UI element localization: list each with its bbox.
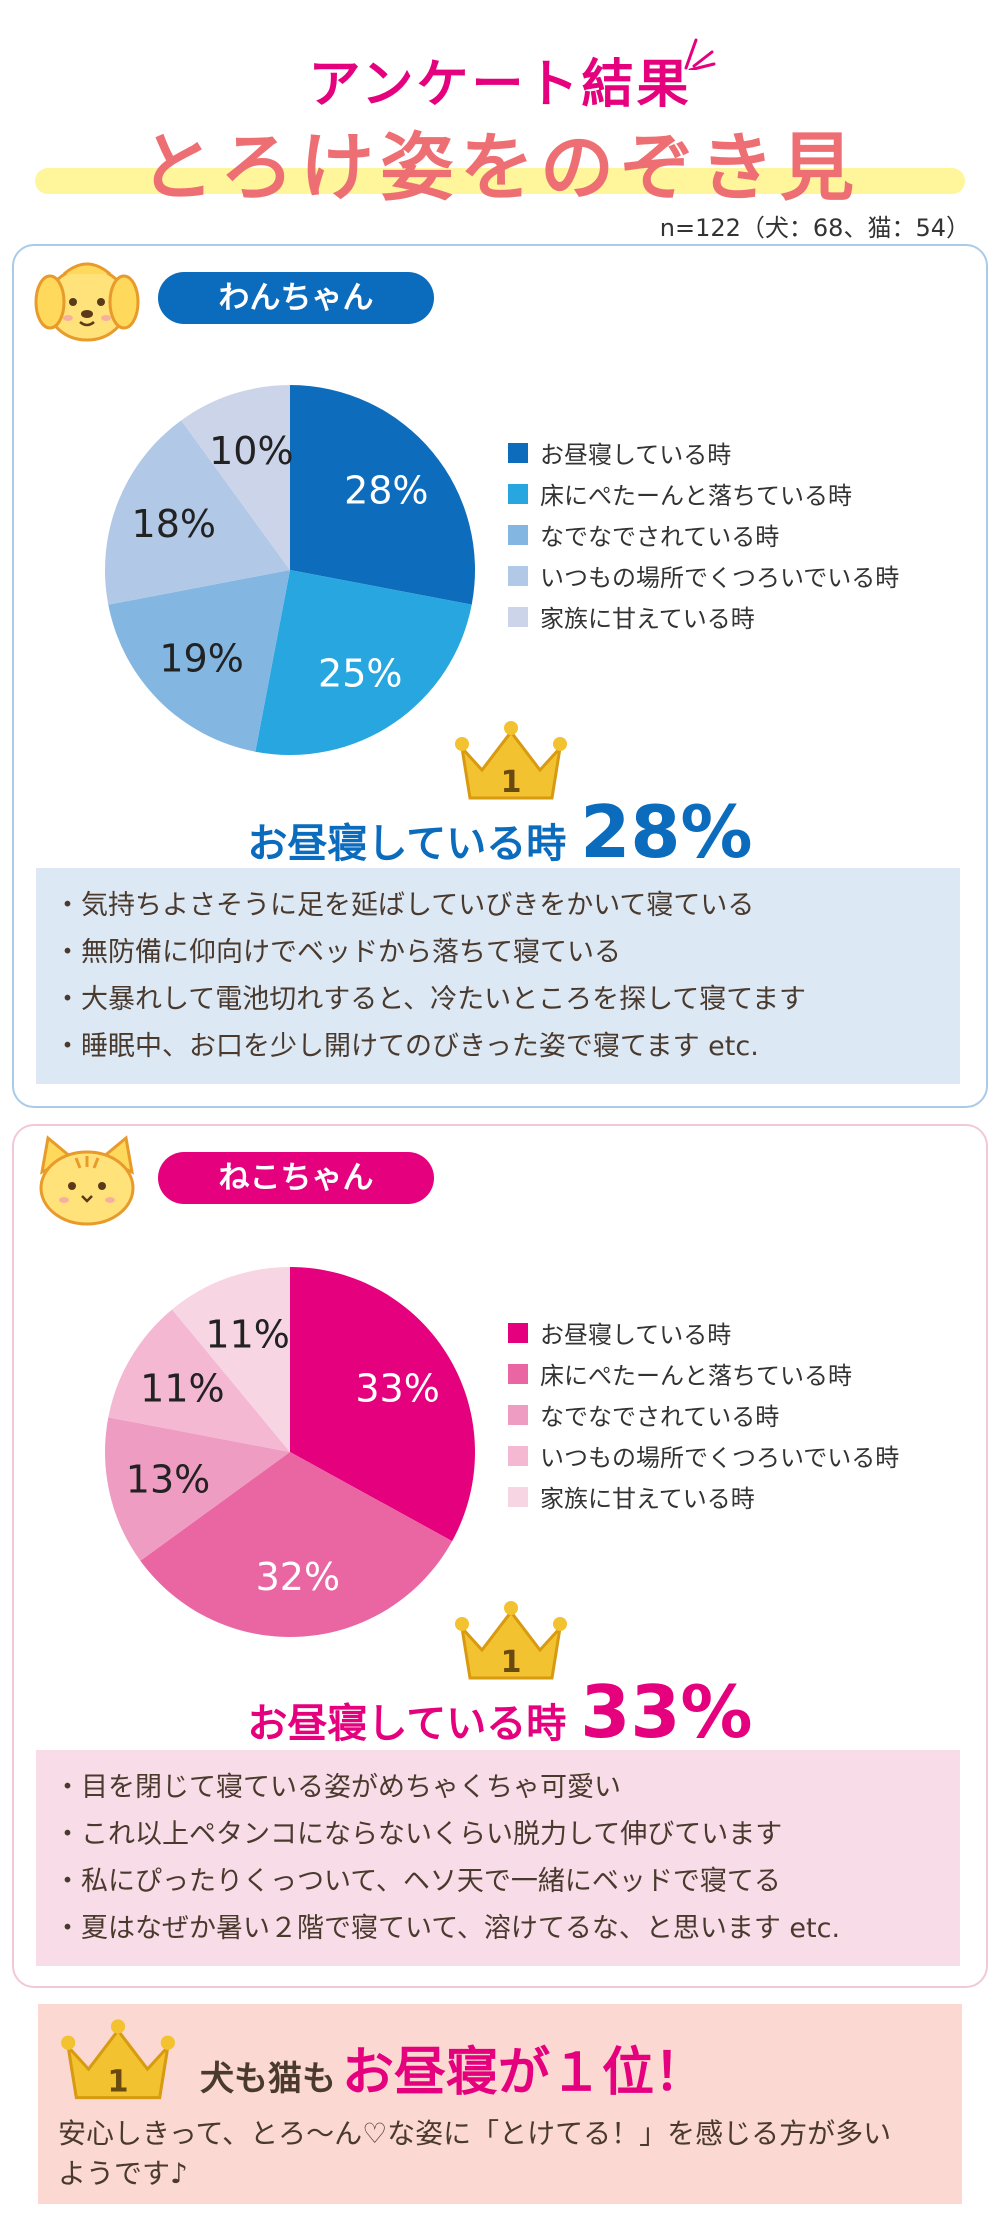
cat-legend: お昼寝している時床にぺたーんと落ちている時 なでなでされている時いつもの場所でくつ… — [508, 1312, 899, 1517]
pie-value-label: 10% — [209, 429, 293, 473]
sample-size-note: n=122（犬：68、猫：54） — [659, 214, 970, 242]
legend-swatch — [508, 442, 528, 463]
legend-swatch — [508, 1363, 528, 1384]
pie-slice — [181, 385, 290, 570]
legend-swatch — [508, 524, 528, 545]
legend-item: お昼寝している時 — [508, 1312, 899, 1353]
cat-comments: ・目を閉じて寝ている姿がめちゃくちゃ可愛い ・これ以上ペタンコにならないくらい脱… — [36, 1750, 960, 1966]
legend-label: なでなでされている時 — [540, 523, 780, 551]
pie-slice — [108, 570, 290, 752]
dog-winner: お昼寝している時 28% — [0, 790, 1000, 874]
cat-winner-percent: 33% — [580, 1670, 753, 1754]
summary-box — [38, 2004, 962, 2204]
summary-lead: 犬も猫も — [200, 2059, 336, 2099]
comment-item: ・無防備に仰向けでベッドから落ちて寝ている — [54, 937, 621, 968]
title-highlight — [35, 168, 965, 194]
survey-title: アンケート結果 — [308, 55, 692, 115]
pie-value-label: 32% — [256, 1555, 340, 1599]
legend-label: 家族に甘えている時 — [540, 605, 755, 633]
legend-label: お昼寝している時 — [540, 441, 732, 469]
comment-item: ・大暴れして電池切れすると、冷たいところを探して寝てます — [54, 984, 806, 1015]
rank-number: 1 — [501, 1645, 522, 1680]
pie-slice — [104, 1417, 290, 1561]
legend-item: 家族に甘えている時 — [508, 596, 899, 637]
legend-label: お昼寝している時 — [540, 1321, 732, 1349]
dog-winner-label: お昼寝している時 — [247, 821, 567, 867]
pie-value-label: 11% — [205, 1312, 289, 1356]
dog-comments: ・気持ちよさそうに足を延ばしていびきをかいて寝ている ・無防備に仰向けでベッドか… — [36, 868, 960, 1084]
legend-swatch — [508, 565, 528, 586]
pie-value-label: 19% — [159, 636, 243, 680]
legend-item: 床にぺたーんと落ちている時 — [508, 1353, 899, 1394]
legend-item: お昼寝している時 — [508, 432, 899, 473]
legend-swatch — [508, 1486, 528, 1507]
cat-badge: ねこちゃん — [158, 1152, 434, 1204]
dog-winner-percent: 28% — [580, 790, 753, 874]
cat-face-icon — [39, 1135, 135, 1226]
pie-slice — [290, 385, 475, 605]
pie-value-label: 28% — [344, 468, 428, 512]
cat-winner: お昼寝している時 33% — [0, 1670, 1000, 1754]
comment-item: ・気持ちよさそうに足を延ばしていびきをかいて寝ている — [54, 890, 755, 921]
rank-number: 1 — [107, 2065, 128, 2100]
survey-subtitle: とろけ姿をのぞき見 — [140, 125, 860, 211]
dog-face-icon — [34, 262, 140, 342]
legend-swatch — [508, 1404, 528, 1425]
pie-value-label: 25% — [318, 651, 402, 695]
comment-item: ・睡眠中、お口を少し開けてのびきった姿で寝てます etc. — [54, 1031, 759, 1062]
legend-label: 家族に甘えている時 — [540, 1485, 755, 1513]
crown-icon: 1 — [455, 1601, 567, 1680]
rank-number: 1 — [501, 765, 522, 800]
legend-label: いつもの場所でくつろいでいる時 — [540, 1444, 900, 1472]
legend-swatch — [508, 606, 528, 627]
legend-swatch — [508, 1445, 528, 1466]
dog-pie-chart: 28% 25% 19% 18% 10% — [105, 385, 475, 755]
legend-swatch — [508, 1322, 528, 1343]
crown-icon: 1 — [61, 2019, 175, 2100]
summary-text: 安心しきって、とろ〜ん♡な姿に「とけてる！」を感じる方が多いようです♪ — [58, 2117, 892, 2190]
comment-item: ・目を閉じて寝ている姿がめちゃくちゃ可愛い — [54, 1772, 621, 1803]
comment-item: ・これ以上ペタンコにならないくらい脱力して伸びています — [54, 1819, 783, 1850]
summary-title: 犬も猫も お昼寝が１位！ — [200, 2030, 706, 2105]
legend-item: いつもの場所でくつろいでいる時 — [508, 1435, 899, 1476]
pie-slice — [172, 1267, 290, 1452]
pie-slice — [255, 570, 472, 755]
summary-highlight: お昼寝が１位！ — [342, 2043, 707, 2103]
pie-slice — [290, 1267, 475, 1542]
pie-value-label: 33% — [355, 1366, 439, 1410]
comment-item: ・夏はなぜか暑い２階で寝ていて、溶けてるな、と思います etc. — [54, 1913, 841, 1944]
legend-item: なでなでされている時 — [508, 1394, 899, 1435]
dog-badge: わんちゃん — [158, 272, 434, 324]
legend-item: 家族に甘えている時 — [508, 1476, 899, 1517]
comment-item: ・私にぴったりくっついて、ヘソ天で一緒にベッドで寝てる — [54, 1866, 781, 1897]
pie-value-label: 18% — [132, 502, 216, 546]
legend-label: 床にぺたーんと落ちている時 — [540, 1362, 852, 1390]
pie-value-label: 13% — [126, 1457, 210, 1501]
cat-pie-chart: 33% 32% 13% 11% 11% — [104, 1267, 475, 1637]
sparkle-icon — [684, 38, 716, 70]
legend-item: 床にぺたーんと落ちている時 — [508, 473, 899, 514]
pie-slice — [108, 1309, 290, 1452]
legend-label: いつもの場所でくつろいでいる時 — [540, 564, 900, 592]
dog-legend: お昼寝している時床にぺたーんと落ちている時 なでなでされている時いつもの場所でくつ… — [508, 432, 899, 637]
legend-label: なでなでされている時 — [540, 1403, 780, 1431]
pie-slice — [140, 1452, 453, 1637]
legend-swatch — [508, 483, 528, 504]
legend-item: いつもの場所でくつろいでいる時 — [508, 555, 899, 596]
pie-value-label: 11% — [140, 1366, 224, 1410]
cat-winner-label: お昼寝している時 — [247, 1701, 567, 1747]
legend-item: なでなでされている時 — [508, 514, 899, 555]
crown-icon: 1 — [455, 721, 567, 800]
legend-label: 床にぺたーんと落ちている時 — [540, 482, 852, 510]
pie-slice — [105, 420, 290, 605]
